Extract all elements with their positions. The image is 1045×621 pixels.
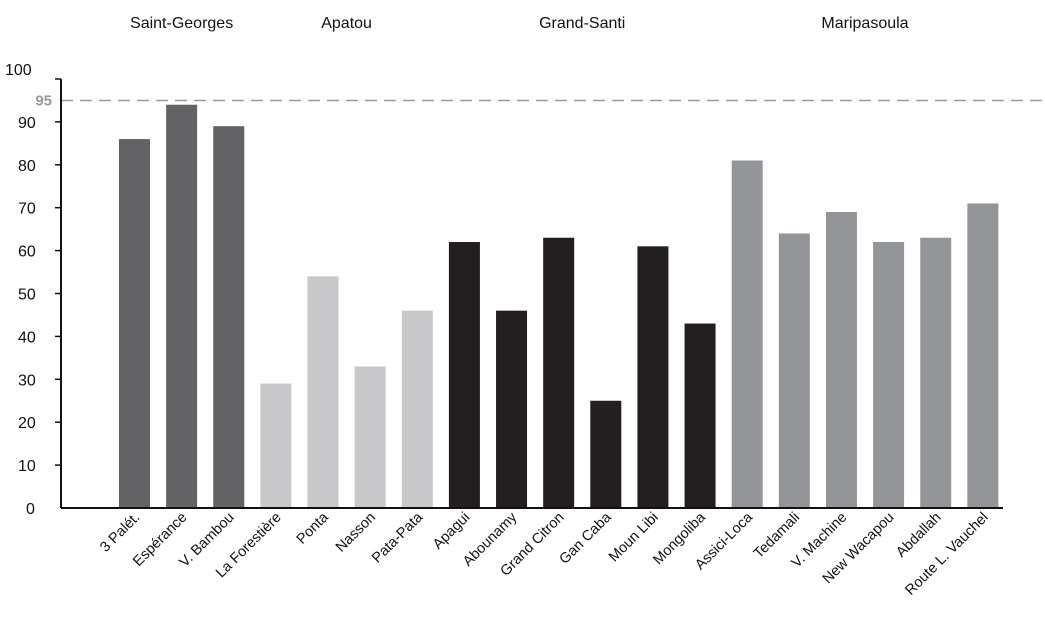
category-label: Nasson [333, 510, 379, 556]
bar [590, 400, 622, 508]
category-label: Ponta [294, 509, 333, 548]
y-tick-label: 80 [18, 158, 36, 175]
bar [354, 366, 386, 508]
bar [401, 310, 433, 508]
category-label: 3 Palét. [97, 510, 143, 556]
group-title: Saint-Georges [130, 15, 233, 32]
y-tick-label: 20 [18, 415, 36, 432]
bar [496, 310, 528, 508]
bar [307, 276, 339, 508]
reference-layer: 95 [35, 92, 1045, 109]
group-title: Apatou [321, 15, 372, 32]
bar [543, 237, 575, 509]
y-tick-label: 90 [18, 115, 36, 132]
bar [119, 139, 150, 508]
y-tick-label: 40 [18, 329, 36, 346]
bars-layer [119, 104, 999, 509]
y-tick-label: 60 [18, 244, 36, 261]
y-tick-label: 10 [18, 458, 36, 475]
bar [731, 160, 763, 508]
bar [260, 383, 292, 508]
axes-layer: 0 10 20 30 40 50 60 70 80 90 100 [5, 62, 1003, 518]
category-label: Gan Caba [557, 509, 616, 568]
y-tick-label: 0 [26, 501, 35, 518]
bar [213, 126, 245, 508]
bar [637, 246, 669, 508]
group-title: Maripasoula [821, 15, 908, 32]
bar [684, 323, 716, 508]
bar [825, 211, 857, 509]
group-title: Grand-Santi [539, 15, 625, 32]
y-tick-label: 50 [18, 287, 36, 304]
category-label: Apagui [430, 510, 473, 553]
reference-line-label: 95 [35, 92, 52, 109]
y-tick-label: 30 [18, 372, 36, 389]
category-label: Route L. Vauchel [902, 510, 991, 599]
bar [967, 203, 999, 508]
category-label: Pata-Pata [369, 509, 427, 567]
bar [778, 233, 810, 508]
bar [448, 242, 480, 508]
bar [920, 237, 952, 509]
y-tick-label: 70 [18, 201, 36, 218]
y-tick-label: 100 [5, 62, 32, 79]
bar [166, 104, 198, 509]
bar [873, 242, 905, 508]
